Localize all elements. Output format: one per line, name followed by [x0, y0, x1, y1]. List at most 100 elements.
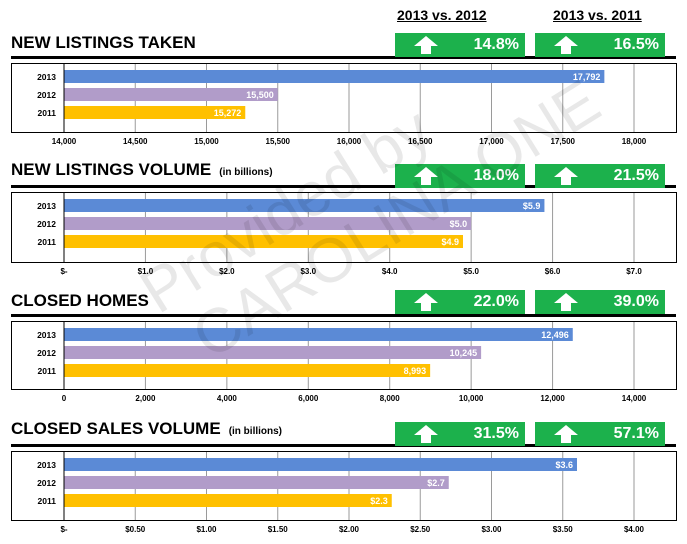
x-tick-label: $0.50 — [125, 525, 146, 534]
category-label: 2011 — [38, 108, 57, 118]
bar-value-label: $5.0 — [450, 219, 468, 229]
bar-value-label: $2.7 — [427, 478, 445, 488]
change-badge-change-vs-2012: 14.8% — [395, 33, 525, 57]
change-badge-change-vs-2011: 39.0% — [535, 290, 665, 314]
x-tick-label: 16,000 — [337, 137, 362, 146]
bar-2012 — [64, 88, 278, 101]
x-tick-label: $- — [60, 267, 67, 276]
x-tick-label: 16,500 — [408, 137, 433, 146]
x-tick-label: $1.0 — [138, 267, 154, 276]
x-tick-label: 0 — [62, 394, 67, 403]
section-title-text: CLOSED HOMES — [11, 291, 149, 310]
x-tick-label: $5.0 — [463, 267, 479, 276]
bar-value-label: $3.6 — [555, 460, 573, 470]
column-header-2013-vs-2011: 2013 vs. 2011 — [553, 7, 642, 23]
bar-value-label: $5.9 — [523, 201, 541, 211]
bar-value-label: $2.3 — [370, 496, 388, 506]
category-label: 2011 — [38, 496, 57, 506]
section-title-text: NEW LISTINGS TAKEN — [11, 33, 196, 52]
x-tick-label: 17,500 — [551, 137, 576, 146]
x-tick-label: 15,500 — [266, 137, 291, 146]
bar-value-label: 8,993 — [404, 366, 427, 376]
change-percent: 18.0% — [473, 167, 519, 184]
category-label: 2012 — [37, 478, 56, 488]
category-label: 2013 — [37, 72, 56, 82]
x-tick-label: 6,000 — [298, 394, 319, 403]
x-tick-label: 14,000 — [622, 394, 647, 403]
bar-2011 — [64, 364, 431, 377]
x-tick-label: $6.0 — [545, 267, 561, 276]
bar-value-label: 15,272 — [214, 108, 242, 118]
section-title: CLOSED HOMES — [11, 291, 149, 311]
category-label: 2011 — [38, 237, 57, 247]
bar-value-label: $4.9 — [441, 237, 459, 247]
change-badge-change-vs-2011: 57.1% — [535, 422, 665, 446]
bar-value-label: 12,496 — [541, 330, 569, 340]
bar-chart: $- $0.50 $1.00 $1.50 $2.00 $2.50 $3.00 $3.50 $4.… — [11, 451, 677, 534]
section-rule — [11, 444, 676, 447]
bar-chart-svg: $- $1.0 $2.0 $3.0 $4.0 $5.0 $6.0 $7.0 2013 $5.9 20… — [37, 193, 642, 276]
category-label: 2012 — [37, 348, 56, 358]
category-label: 2012 — [37, 90, 56, 100]
bar-value-label: 15,500 — [246, 90, 274, 100]
x-tick-label: $2.50 — [410, 525, 431, 534]
change-percent: 39.0% — [613, 293, 659, 310]
x-tick-label: 4,000 — [217, 394, 238, 403]
section-rule — [11, 314, 676, 317]
bar-2011 — [64, 235, 463, 248]
bar-chart-svg: 0 2,000 4,000 6,000 8,000 10,000 12,000 14,000 2… — [37, 322, 647, 403]
change-percent: 21.5% — [613, 167, 659, 184]
category-label: 2012 — [37, 219, 56, 229]
x-tick-label: 12,000 — [540, 394, 565, 403]
x-tick-label: 10,000 — [459, 394, 484, 403]
change-percent: 57.1% — [613, 425, 659, 442]
x-tick-label: 15,000 — [194, 137, 219, 146]
bar-value-label: 10,245 — [450, 348, 478, 358]
section-title-text: NEW LISTINGS VOLUME — [11, 160, 212, 179]
x-tick-label: $3.50 — [553, 525, 574, 534]
bar-chart: 14,000 14,500 15,000 15,500 16,000 16,500 17,0… — [11, 63, 677, 146]
up-arrow-icon — [554, 293, 578, 311]
bar-2012 — [64, 476, 449, 489]
bar-2013 — [64, 199, 545, 212]
bar-chart-svg: 14,000 14,500 15,000 15,500 16,000 16,500 17,0… — [37, 64, 647, 146]
bar-2013 — [64, 70, 605, 83]
section-title: NEW LISTINGS VOLUME (in billions) — [11, 160, 273, 180]
category-label: 2013 — [37, 460, 56, 470]
change-percent: 14.8% — [473, 36, 519, 53]
column-header-2013-vs-2012: 2013 vs. 2012 — [397, 7, 487, 23]
bar-chart: $- $1.0 $2.0 $3.0 $4.0 $5.0 $6.0 $7.0 2013 $5.9 20… — [11, 192, 677, 276]
category-label: 2013 — [37, 330, 56, 340]
x-tick-label: 2,000 — [135, 394, 156, 403]
change-badge-change-vs-2012: 18.0% — [395, 164, 525, 188]
change-badge-change-vs-2012: 31.5% — [395, 422, 525, 446]
bar-value-label: 17,792 — [573, 72, 601, 82]
section-rule — [11, 185, 676, 188]
bar-2011 — [64, 106, 246, 119]
x-tick-label: $1.00 — [196, 525, 217, 534]
change-badge-change-vs-2012: 22.0% — [395, 290, 525, 314]
x-tick-label: 14,000 — [52, 137, 77, 146]
up-arrow-icon — [414, 167, 438, 185]
up-arrow-icon — [554, 36, 578, 54]
section-title: CLOSED SALES VOLUME (in billions) — [11, 419, 282, 439]
section-title-text: CLOSED SALES VOLUME — [11, 419, 221, 438]
x-tick-label: 8,000 — [380, 394, 401, 403]
section-rule — [11, 56, 676, 59]
up-arrow-icon — [414, 425, 438, 443]
bar-2013 — [64, 458, 577, 471]
section-subtitle: (in billions) — [228, 426, 283, 437]
section-title: NEW LISTINGS TAKEN — [11, 33, 196, 53]
section-subtitle: (in billions) — [219, 167, 273, 178]
bar-2012 — [64, 346, 482, 359]
x-tick-label: $- — [60, 525, 67, 534]
x-tick-label: $3.0 — [300, 267, 316, 276]
x-tick-label: $7.0 — [626, 267, 642, 276]
x-tick-label: $1.50 — [268, 525, 289, 534]
up-arrow-icon — [414, 293, 438, 311]
x-tick-label: $2.0 — [219, 267, 235, 276]
bar-chart-svg: $- $0.50 $1.00 $1.50 $2.00 $2.50 $3.00 $3.50 $4.… — [37, 452, 645, 534]
change-percent: 31.5% — [473, 425, 519, 442]
category-label: 2013 — [37, 201, 56, 211]
x-tick-label: $4.0 — [382, 267, 398, 276]
